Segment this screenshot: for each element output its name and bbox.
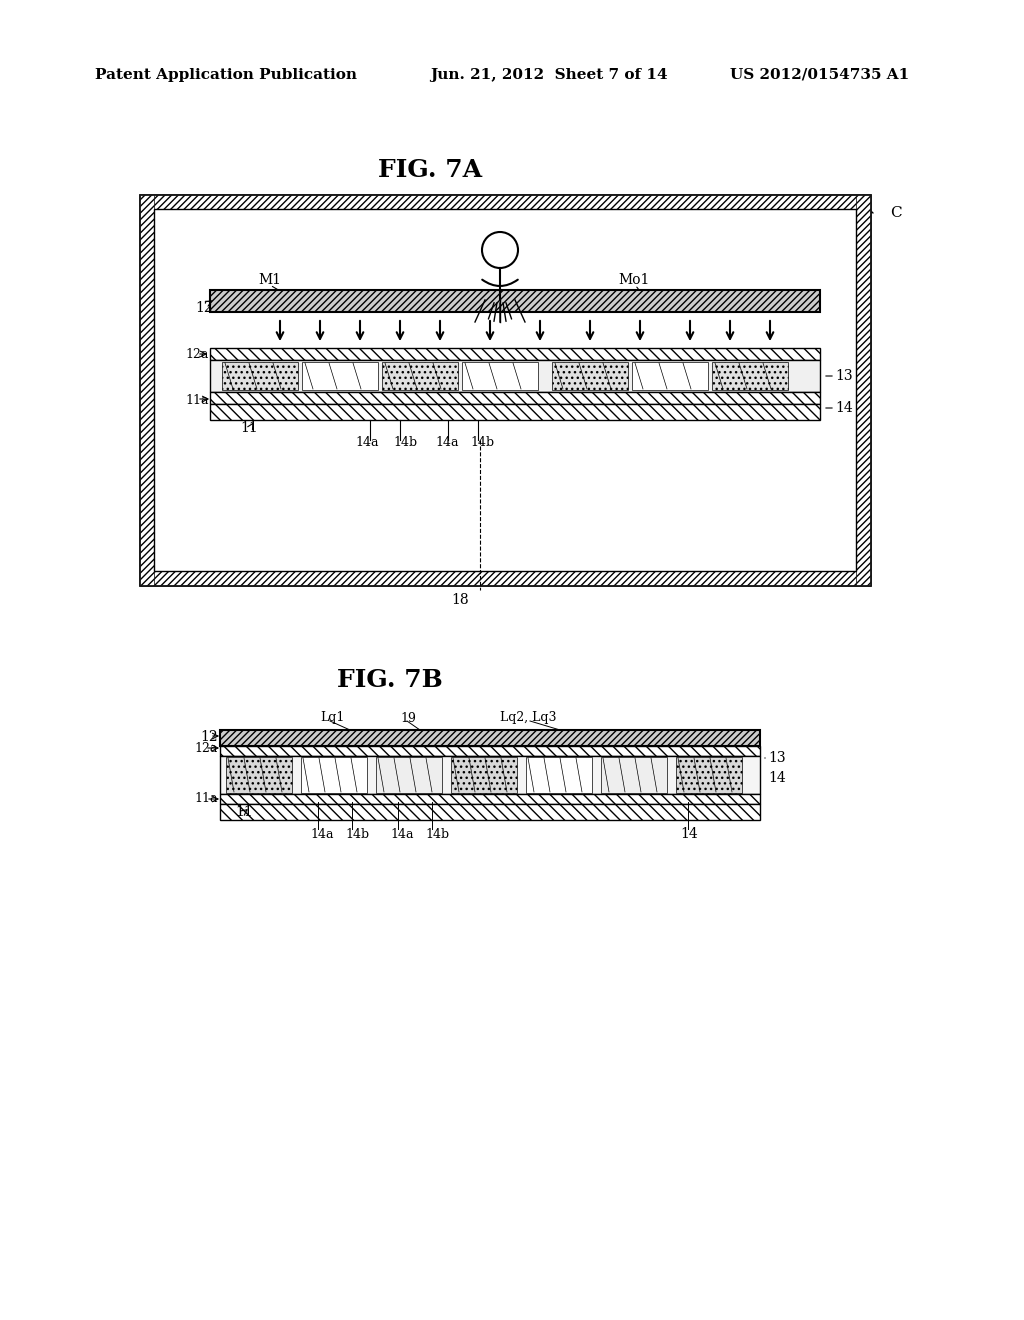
Bar	[210, 392, 820, 404]
Text: 11: 11	[234, 805, 253, 818]
Text: Lq1: Lq1	[319, 711, 344, 725]
Bar	[210, 404, 820, 420]
Text: 13: 13	[835, 370, 853, 383]
Bar	[220, 795, 760, 804]
Text: C: C	[890, 206, 901, 220]
Bar	[210, 290, 820, 312]
Bar	[220, 756, 760, 795]
Text: 14b: 14b	[425, 828, 450, 841]
Bar	[210, 360, 820, 392]
Bar	[856, 195, 870, 585]
Text: 14b: 14b	[393, 437, 417, 450]
Text: 12: 12	[195, 301, 213, 315]
Text: FIG. 7A: FIG. 7A	[378, 158, 482, 182]
Text: 11a: 11a	[194, 792, 217, 805]
Bar	[140, 572, 870, 585]
Bar	[226, 756, 292, 793]
Text: 14b: 14b	[470, 437, 495, 450]
Bar	[632, 362, 708, 389]
Text: Patent Application Publication: Patent Application Publication	[95, 69, 357, 82]
Bar	[526, 756, 592, 793]
Text: 12a: 12a	[194, 742, 217, 755]
Text: 14: 14	[680, 828, 697, 841]
Text: 19: 19	[400, 711, 416, 725]
Bar	[220, 804, 760, 820]
Text: Lq2, Lq3: Lq2, Lq3	[500, 711, 556, 725]
Text: 11a: 11a	[185, 393, 209, 407]
Text: 14a: 14a	[390, 828, 414, 841]
Bar	[140, 195, 154, 585]
Bar	[154, 209, 856, 572]
Bar	[382, 362, 458, 389]
Bar	[601, 756, 667, 793]
Bar	[552, 362, 628, 389]
Text: 14b: 14b	[345, 828, 369, 841]
Text: Jun. 21, 2012  Sheet 7 of 14: Jun. 21, 2012 Sheet 7 of 14	[430, 69, 668, 82]
Text: M1: M1	[258, 273, 281, 286]
Text: Mo1: Mo1	[618, 273, 649, 286]
Text: 14a: 14a	[310, 828, 334, 841]
Text: 14a: 14a	[355, 437, 379, 450]
Bar	[210, 348, 820, 360]
Bar	[220, 730, 760, 746]
Bar	[140, 195, 870, 209]
Text: 12a: 12a	[185, 348, 208, 362]
Bar	[302, 362, 378, 389]
Text: 11: 11	[240, 421, 258, 436]
Bar	[301, 756, 367, 793]
Text: 18: 18	[452, 593, 469, 607]
Text: 14a: 14a	[435, 437, 459, 450]
Text: 14: 14	[768, 771, 785, 785]
Bar	[376, 756, 442, 793]
Bar	[140, 195, 870, 585]
Text: 13: 13	[768, 751, 785, 766]
Text: FIG. 7B: FIG. 7B	[337, 668, 442, 692]
Bar	[220, 746, 760, 756]
Bar	[451, 756, 517, 793]
Bar	[222, 362, 298, 389]
Text: US 2012/0154735 A1: US 2012/0154735 A1	[730, 69, 909, 82]
Text: 12: 12	[200, 730, 218, 744]
Bar	[712, 362, 788, 389]
Bar	[676, 756, 742, 793]
Bar	[462, 362, 538, 389]
Text: 14: 14	[835, 401, 853, 414]
